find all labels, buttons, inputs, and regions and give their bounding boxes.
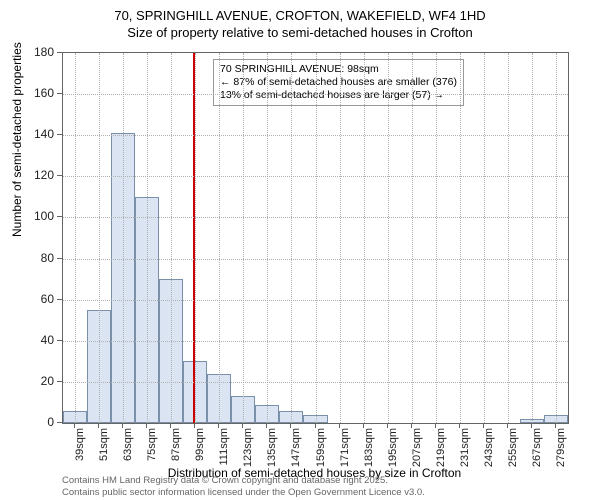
x-tick-label: 207sqm bbox=[411, 424, 423, 467]
x-tick-mark bbox=[146, 423, 147, 428]
y-tick-mark bbox=[57, 422, 62, 423]
x-tick-label: 123sqm bbox=[242, 424, 254, 467]
x-tick-label: 111sqm bbox=[218, 424, 230, 466]
x-tick-label: 219sqm bbox=[435, 424, 447, 467]
x-tick-mark bbox=[555, 423, 556, 428]
x-tick-label: 171sqm bbox=[339, 424, 351, 467]
x-tick-mark bbox=[98, 423, 99, 428]
x-tick-mark bbox=[194, 423, 195, 428]
credit-line-2: Contains public sector information licen… bbox=[62, 487, 425, 498]
gridline-v bbox=[171, 53, 172, 423]
x-tick-mark bbox=[387, 423, 388, 428]
y-tick-mark bbox=[57, 52, 62, 53]
gridline-v bbox=[460, 53, 461, 423]
x-tick-mark bbox=[122, 423, 123, 428]
chart-title: 70, SPRINGHILL AVENUE, CROFTON, WAKEFIEL… bbox=[0, 0, 600, 42]
x-tick-mark bbox=[170, 423, 171, 428]
x-tick-label: 99sqm bbox=[194, 424, 206, 461]
gridline-v bbox=[147, 53, 148, 423]
x-tick-mark bbox=[266, 423, 267, 428]
y-tick-label: 20 bbox=[41, 374, 54, 388]
gridline-v bbox=[123, 53, 124, 423]
annotation-box: 70 SPRINGHILL AVENUE: 98sqm ← 87% of sem… bbox=[213, 59, 464, 106]
gridline-v bbox=[267, 53, 268, 423]
y-tick-label: 100 bbox=[34, 209, 54, 223]
gridline-v bbox=[243, 53, 244, 423]
gridline-v bbox=[340, 53, 341, 423]
x-tick-label: 147sqm bbox=[290, 424, 302, 467]
x-tick-mark bbox=[363, 423, 364, 428]
x-tick-label: 255sqm bbox=[507, 424, 519, 467]
y-axis-ticks: 020406080100120140160180 bbox=[0, 52, 58, 422]
x-tick-label: 63sqm bbox=[122, 424, 134, 461]
x-tick-mark bbox=[74, 423, 75, 428]
y-tick-mark bbox=[57, 134, 62, 135]
y-tick-label: 80 bbox=[41, 251, 54, 265]
y-tick-label: 0 bbox=[47, 415, 54, 429]
gridline-v bbox=[99, 53, 100, 423]
y-tick-label: 40 bbox=[41, 333, 54, 347]
y-tick-mark bbox=[57, 340, 62, 341]
x-tick-label: 183sqm bbox=[363, 424, 375, 467]
y-tick-label: 140 bbox=[34, 127, 54, 141]
gridline-v bbox=[412, 53, 413, 423]
gridline-v bbox=[508, 53, 509, 423]
plot-area: 70 SPRINGHILL AVENUE: 98sqm ← 87% of sem… bbox=[62, 52, 569, 424]
gridline-v bbox=[316, 53, 317, 423]
x-tick-mark bbox=[315, 423, 316, 428]
gridline-v bbox=[364, 53, 365, 423]
x-tick-mark bbox=[483, 423, 484, 428]
gridline-v bbox=[291, 53, 292, 423]
gridline-v bbox=[556, 53, 557, 423]
x-tick-label: 231sqm bbox=[459, 424, 471, 467]
y-tick-mark bbox=[57, 299, 62, 300]
x-tick-mark bbox=[290, 423, 291, 428]
credit-text: Contains HM Land Registry data © Crown c… bbox=[62, 475, 425, 498]
chart-container: { "title_line1": "70, SPRINGHILL AVENUE,… bbox=[0, 0, 600, 500]
y-tick-mark bbox=[57, 93, 62, 94]
x-tick-label: 135sqm bbox=[266, 424, 278, 467]
x-tick-mark bbox=[218, 423, 219, 428]
y-tick-label: 60 bbox=[41, 292, 54, 306]
credit-line-1: Contains HM Land Registry data © Crown c… bbox=[62, 475, 425, 486]
x-tick-mark bbox=[531, 423, 532, 428]
x-tick-label: 195sqm bbox=[387, 424, 399, 467]
x-tick-mark bbox=[459, 423, 460, 428]
gridline-v bbox=[75, 53, 76, 423]
x-tick-label: 267sqm bbox=[531, 424, 543, 467]
x-tick-label: 39sqm bbox=[74, 424, 86, 461]
gridline-v bbox=[532, 53, 533, 423]
annot-line-2: ← 87% of semi-detached houses are smalle… bbox=[220, 76, 457, 89]
y-tick-label: 180 bbox=[34, 45, 54, 59]
x-tick-mark bbox=[242, 423, 243, 428]
gridline-v bbox=[388, 53, 389, 423]
x-tick-mark bbox=[507, 423, 508, 428]
gridline-v bbox=[219, 53, 220, 423]
x-tick-label: 87sqm bbox=[170, 424, 182, 461]
y-tick-mark bbox=[57, 381, 62, 382]
x-tick-label: 51sqm bbox=[98, 424, 110, 461]
gridline-v bbox=[484, 53, 485, 423]
title-line-2: Size of property relative to semi-detach… bbox=[0, 25, 600, 42]
gridline-v bbox=[195, 53, 196, 423]
x-tick-mark bbox=[435, 423, 436, 428]
gridline-v bbox=[436, 53, 437, 423]
x-tick-mark bbox=[339, 423, 340, 428]
y-tick-label: 160 bbox=[34, 86, 54, 100]
y-tick-mark bbox=[57, 216, 62, 217]
x-tick-label: 159sqm bbox=[315, 424, 327, 467]
x-tick-label: 75sqm bbox=[146, 424, 158, 461]
x-tick-label: 243sqm bbox=[483, 424, 495, 467]
y-tick-mark bbox=[57, 175, 62, 176]
annot-line-3: 13% of semi-detached houses are larger (… bbox=[220, 89, 457, 102]
y-axis-label: Number of semi-detached properties bbox=[10, 42, 24, 237]
x-tick-mark bbox=[411, 423, 412, 428]
annot-line-1: 70 SPRINGHILL AVENUE: 98sqm bbox=[220, 63, 457, 76]
title-line-1: 70, SPRINGHILL AVENUE, CROFTON, WAKEFIEL… bbox=[0, 8, 600, 25]
y-tick-mark bbox=[57, 258, 62, 259]
y-tick-label: 120 bbox=[34, 168, 54, 182]
x-tick-label: 279sqm bbox=[555, 424, 567, 467]
